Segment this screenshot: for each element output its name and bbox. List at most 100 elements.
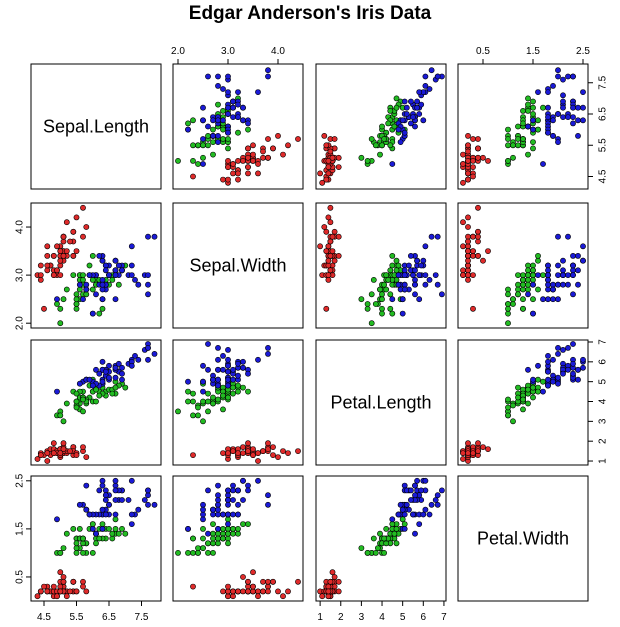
data-point <box>245 120 251 127</box>
data-point <box>540 104 546 111</box>
data-point <box>565 272 571 278</box>
data-point <box>364 157 371 164</box>
data-point <box>418 262 425 269</box>
data-point <box>54 593 60 600</box>
data-point <box>399 296 406 303</box>
data-point <box>460 161 466 167</box>
data-point <box>44 243 51 250</box>
data-point <box>405 262 412 269</box>
data-point <box>83 281 90 288</box>
data-point <box>325 593 332 600</box>
data-point <box>383 286 390 293</box>
data-point <box>434 492 441 499</box>
data-point <box>89 310 96 317</box>
data-point <box>260 154 266 161</box>
data-point <box>83 588 90 595</box>
variable-label-petal-length: Petal.Length <box>330 393 431 413</box>
data-point <box>102 497 109 503</box>
data-point <box>545 89 551 95</box>
data-point <box>505 396 511 403</box>
y-tick-label-petal-length: 5 <box>598 378 609 384</box>
points-sepal-length-vs-petal-width <box>460 67 586 186</box>
data-point <box>210 530 216 537</box>
data-point <box>250 142 256 149</box>
data-point <box>112 526 119 532</box>
data-point <box>240 157 246 164</box>
data-point <box>470 173 476 180</box>
data-point <box>93 366 99 373</box>
points-petal-width-vs-sepal-length <box>34 477 158 600</box>
data-point <box>73 540 80 547</box>
data-point <box>235 170 241 177</box>
data-point <box>370 276 377 283</box>
data-point <box>331 228 338 235</box>
data-point <box>555 296 561 303</box>
y-tick-label-petal-length: 2 <box>598 438 609 444</box>
data-point <box>525 386 531 393</box>
data-point <box>391 123 398 130</box>
data-point <box>323 228 330 235</box>
data-point <box>260 578 266 585</box>
data-point <box>44 450 51 456</box>
data-point <box>210 151 216 158</box>
data-point <box>73 305 80 312</box>
data-point <box>96 392 103 399</box>
data-point <box>210 394 216 401</box>
panel-sepal-width-vs-sepal-length <box>30 202 162 329</box>
data-point <box>515 142 521 149</box>
data-point <box>255 170 261 177</box>
data-point <box>535 257 541 264</box>
data-point <box>185 550 191 556</box>
data-point <box>389 296 396 303</box>
data-point <box>106 501 112 508</box>
data-point <box>225 535 231 542</box>
data-point <box>175 550 181 556</box>
data-point <box>520 406 526 413</box>
data-point <box>555 67 561 74</box>
data-point <box>401 129 408 136</box>
data-point <box>550 378 556 385</box>
data-point <box>510 301 516 307</box>
data-point <box>530 272 536 278</box>
data-point <box>210 506 216 513</box>
data-point <box>205 142 211 149</box>
data-point <box>63 530 70 537</box>
data-point <box>335 164 342 170</box>
data-point <box>560 104 566 111</box>
x-tick-label-petal-length: 7 <box>441 612 447 623</box>
data-point <box>215 482 221 489</box>
data-point <box>265 350 271 357</box>
data-point <box>505 286 511 293</box>
data-point <box>230 170 236 177</box>
data-point <box>220 588 226 595</box>
data-point <box>215 376 221 383</box>
data-point <box>60 238 67 245</box>
data-point <box>225 145 231 152</box>
data-point <box>220 406 226 413</box>
data-point <box>80 233 86 240</box>
data-point <box>215 540 221 547</box>
data-point <box>80 550 86 556</box>
data-point <box>128 243 135 250</box>
y-tick-label-petal-width: 0.5 <box>15 570 26 584</box>
data-point <box>235 360 241 367</box>
x-tick-label-petal-width: 1.5 <box>526 46 540 57</box>
data-point <box>57 248 64 254</box>
data-point <box>245 448 251 454</box>
data-point <box>335 588 342 595</box>
data-point <box>200 516 206 523</box>
data-point <box>265 136 271 142</box>
data-point <box>106 374 112 381</box>
data-point <box>383 540 390 547</box>
data-point <box>63 248 70 254</box>
data-point <box>80 540 86 547</box>
data-point <box>54 243 60 250</box>
data-point <box>485 248 491 254</box>
data-point <box>438 291 445 298</box>
data-point <box>57 569 64 576</box>
data-point <box>280 448 286 454</box>
data-point <box>215 526 221 532</box>
data-point <box>403 111 410 117</box>
data-point <box>325 164 332 170</box>
data-point <box>99 378 106 385</box>
